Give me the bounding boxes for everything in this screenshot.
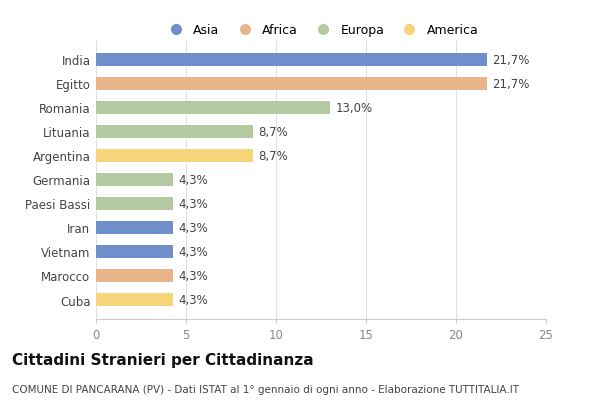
Text: 4,3%: 4,3% bbox=[179, 245, 209, 258]
Bar bbox=[96, 245, 173, 258]
Text: COMUNE DI PANCARANA (PV) - Dati ISTAT al 1° gennaio di ogni anno - Elaborazione : COMUNE DI PANCARANA (PV) - Dati ISTAT al… bbox=[12, 384, 519, 394]
Bar bbox=[96, 293, 173, 306]
Text: Cittadini Stranieri per Cittadinanza: Cittadini Stranieri per Cittadinanza bbox=[12, 352, 314, 367]
Bar bbox=[96, 101, 330, 115]
Bar bbox=[96, 173, 173, 187]
Text: 4,3%: 4,3% bbox=[179, 198, 209, 210]
Text: 4,3%: 4,3% bbox=[179, 221, 209, 234]
Text: 21,7%: 21,7% bbox=[492, 54, 529, 67]
Text: 8,7%: 8,7% bbox=[258, 150, 288, 162]
Bar bbox=[96, 149, 253, 163]
Text: 21,7%: 21,7% bbox=[492, 78, 529, 90]
Text: 4,3%: 4,3% bbox=[179, 293, 209, 306]
Bar bbox=[96, 54, 487, 67]
Bar bbox=[96, 78, 487, 91]
Bar bbox=[96, 221, 173, 234]
Bar bbox=[96, 197, 173, 211]
Text: 13,0%: 13,0% bbox=[335, 101, 373, 115]
Text: 8,7%: 8,7% bbox=[258, 126, 288, 139]
Legend: Asia, Africa, Europa, America: Asia, Africa, Europa, America bbox=[158, 19, 484, 42]
Bar bbox=[96, 126, 253, 139]
Text: 4,3%: 4,3% bbox=[179, 270, 209, 282]
Text: 4,3%: 4,3% bbox=[179, 173, 209, 187]
Bar bbox=[96, 269, 173, 282]
